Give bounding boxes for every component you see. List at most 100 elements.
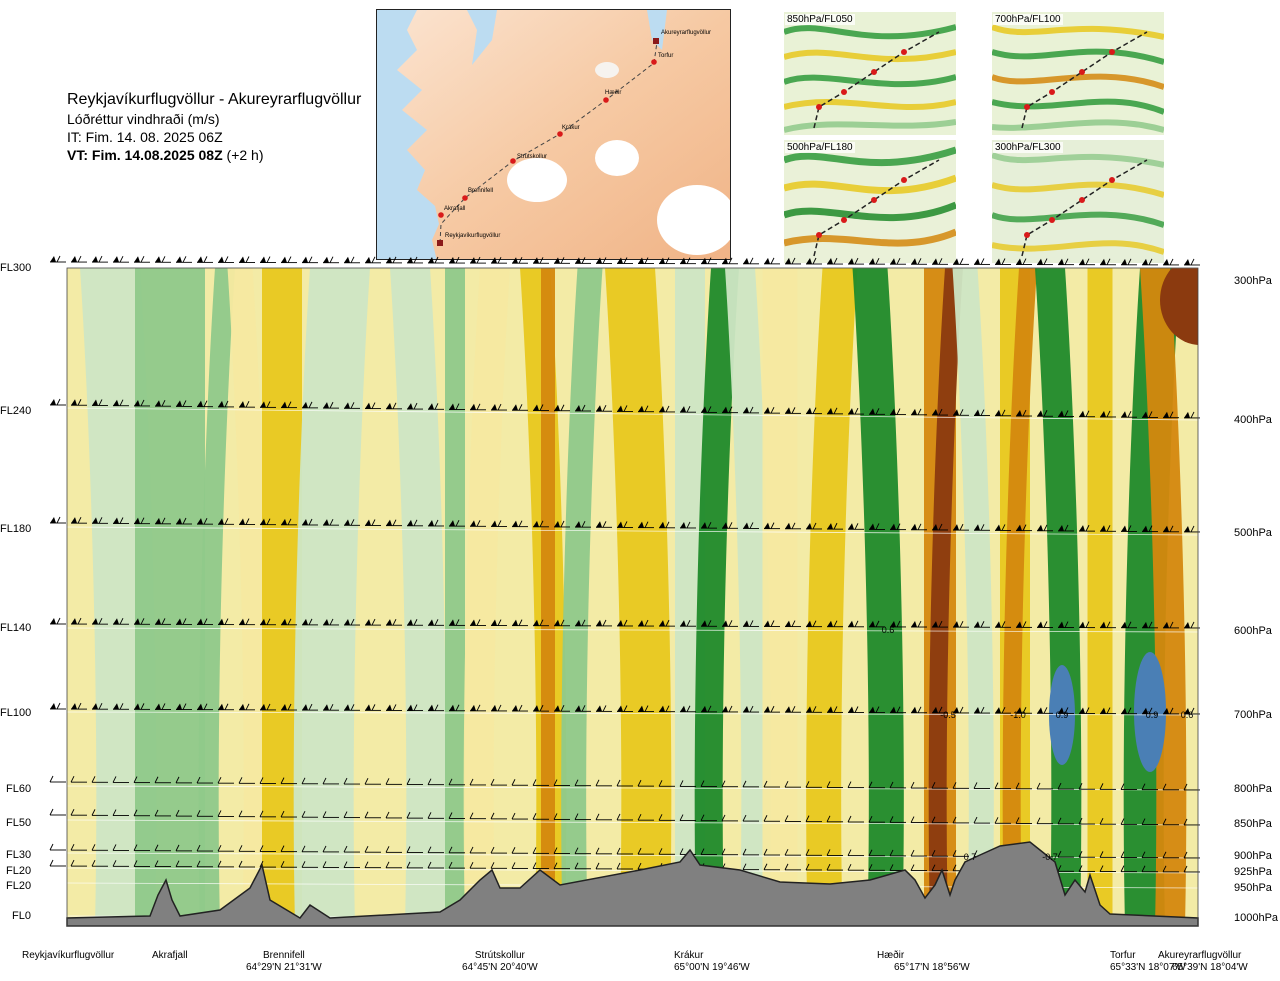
wind-barb bbox=[637, 779, 654, 787]
wind-barb bbox=[911, 523, 927, 531]
wind-barb bbox=[217, 844, 234, 852]
thumbnail-300hpa[interactable]: 300hPa/FL300 bbox=[992, 140, 1164, 263]
wind-barb bbox=[280, 861, 297, 868]
level-line bbox=[66, 819, 1199, 826]
wind-barb bbox=[763, 780, 780, 788]
wind-barb bbox=[365, 402, 381, 410]
hpa-label-1000: 1000hPa bbox=[1234, 912, 1279, 924]
wind-barb bbox=[133, 860, 150, 867]
waypoint-coord: 65°33'N 18°07'W bbox=[1110, 962, 1186, 973]
wind-barb bbox=[134, 399, 150, 407]
wind-barb bbox=[92, 399, 108, 406]
wind-barb bbox=[952, 850, 969, 857]
wind-barb bbox=[1079, 621, 1095, 629]
wind-barb bbox=[1037, 258, 1053, 266]
thumbnail-700hpa[interactable]: 700hPa/FL100 bbox=[992, 12, 1164, 135]
wind-barb bbox=[848, 523, 864, 530]
thumbnail-500hpa[interactable]: 500hPa/FL180 bbox=[784, 140, 956, 263]
waypoint-coord: 65°00'N 19°46'W bbox=[674, 962, 750, 973]
wind-barb bbox=[301, 845, 318, 853]
wind-barb bbox=[974, 621, 990, 628]
velocity-band bbox=[390, 268, 447, 926]
wind-barb bbox=[386, 256, 402, 264]
wind-barb bbox=[1037, 410, 1053, 417]
waypoint-brennifell: Brennifell 64°29'N 21°31'W bbox=[246, 950, 322, 974]
fl-label-fl140: FL140 bbox=[0, 622, 32, 634]
wind-barb bbox=[785, 706, 801, 713]
wind-barb bbox=[71, 702, 87, 710]
wind-barb bbox=[217, 776, 234, 784]
wind-barb bbox=[553, 847, 570, 854]
wind-barb bbox=[134, 517, 150, 525]
wind-barb bbox=[197, 618, 213, 625]
valid-time-line: VT: Fim. 14.08.2025 08Z (+2 h) bbox=[67, 146, 361, 164]
value-label: 0.9 bbox=[1146, 710, 1159, 720]
wind-barb bbox=[301, 777, 318, 785]
wind-barb bbox=[469, 846, 486, 854]
wind-barb bbox=[806, 706, 822, 713]
wind-barb bbox=[1078, 865, 1095, 872]
wind-barb bbox=[638, 521, 654, 529]
wind-barb bbox=[112, 844, 129, 851]
wind-barb bbox=[1142, 411, 1158, 418]
wind-barb bbox=[1184, 411, 1200, 419]
wind-barb bbox=[175, 776, 192, 784]
wind-barb bbox=[637, 847, 654, 855]
wind-barb bbox=[890, 620, 906, 628]
wind-barb bbox=[1100, 525, 1116, 532]
wind-barb bbox=[616, 862, 633, 870]
wind-barb bbox=[994, 782, 1011, 790]
waypoint-name: Akureyrarflugvöllur bbox=[1158, 950, 1242, 961]
vertical-velocity-field bbox=[67, 268, 1198, 926]
thumbnail-500hpa-label: 500hPa/FL180 bbox=[785, 142, 855, 153]
valid-time: VT: Fim. 14.08.2025 08Z bbox=[67, 147, 223, 163]
route-map: Akureyrarflugvöllur Torfur Hæðir Krákur … bbox=[376, 9, 731, 260]
thumbnail-850hpa[interactable]: 850hPa/FL050 bbox=[784, 12, 956, 135]
wind-barb bbox=[952, 782, 969, 789]
map-label-akureyri: Akureyrarflugvöllur bbox=[661, 30, 711, 36]
issue-time: IT: Fim. 14. 08. 2025 06Z bbox=[67, 129, 223, 145]
waypoint-reykjavik: Reykjavíkurflugvöllur bbox=[22, 950, 114, 962]
strong-downdraft-core bbox=[1160, 268, 1198, 345]
wind-barb bbox=[491, 256, 507, 264]
wind-barb bbox=[343, 845, 360, 853]
wind-barb bbox=[428, 519, 444, 527]
wind-barb bbox=[154, 844, 171, 852]
wind-barb bbox=[658, 814, 675, 821]
wind-barb bbox=[238, 810, 255, 818]
wind-barb bbox=[889, 849, 906, 857]
wind-barb bbox=[511, 779, 528, 786]
velocity-band bbox=[445, 268, 465, 926]
velocity-band bbox=[198, 268, 235, 926]
wind-barb bbox=[322, 811, 339, 818]
value-label: 0.6 bbox=[882, 625, 895, 635]
wind-barb bbox=[743, 406, 759, 414]
wind-barb bbox=[196, 810, 213, 817]
wind-barb bbox=[50, 255, 66, 263]
fl-label-fl20-b: FL20 bbox=[6, 880, 32, 892]
wind-barb bbox=[490, 812, 507, 820]
wind-barb bbox=[301, 811, 318, 818]
wind-barb bbox=[427, 778, 444, 786]
wind-barb bbox=[302, 518, 318, 526]
wind-barb bbox=[302, 703, 318, 711]
waypoint-name: Brennifell bbox=[263, 950, 305, 961]
route-line bbox=[439, 41, 658, 244]
wind-barb bbox=[155, 703, 171, 710]
route-map-svg: Akureyrarflugvöllur Torfur Hæðir Krákur … bbox=[377, 10, 730, 259]
wind-barb bbox=[868, 864, 885, 871]
wind-barb bbox=[364, 846, 381, 853]
wind-barb bbox=[50, 702, 66, 710]
velocity-band bbox=[725, 268, 772, 926]
wind-barb bbox=[638, 257, 654, 264]
wind-barb bbox=[1079, 524, 1095, 532]
wind-barb bbox=[281, 256, 297, 264]
wind-barb bbox=[1141, 865, 1158, 873]
wind-barb bbox=[1183, 783, 1200, 791]
parameter-label: Lóðréttur vindhraði (m/s) bbox=[67, 111, 220, 127]
hpa-label-400: 400hPa bbox=[1234, 414, 1272, 426]
wind-barb bbox=[806, 620, 822, 628]
wind-barb bbox=[617, 619, 633, 627]
velocity-band bbox=[561, 268, 603, 926]
wind-barb bbox=[1058, 707, 1074, 714]
